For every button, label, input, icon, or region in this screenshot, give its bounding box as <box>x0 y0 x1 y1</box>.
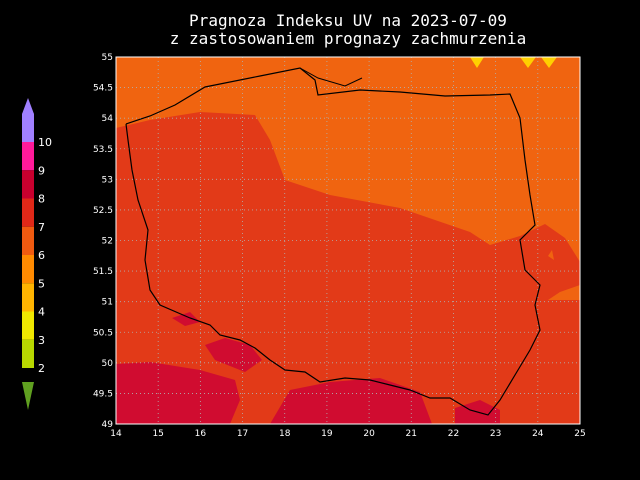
y-tick-label: 54.5 <box>93 84 113 94</box>
x-tick-label: 18 <box>279 429 291 439</box>
uv-zone-4 <box>470 57 484 68</box>
colorbar-label: 4 <box>38 306 45 319</box>
y-tick-label: 52.5 <box>93 206 113 216</box>
coast <box>299 67 363 87</box>
colorbar-segment <box>22 283 34 312</box>
colorbar-segment <box>22 255 34 284</box>
uv-zone-4 <box>520 57 536 68</box>
colorbar-bottom <box>22 382 34 410</box>
uv-zone-8 <box>172 312 200 326</box>
y-tick-label: 51 <box>102 298 113 308</box>
x-tick-label: 20 <box>363 429 375 439</box>
colorbar-label: 2 <box>38 362 45 375</box>
uv-zone-8 <box>116 362 240 424</box>
colorbar-label: 8 <box>38 193 45 206</box>
x-tick-label: 16 <box>195 429 207 439</box>
colorbar-top <box>22 98 34 114</box>
colorbar-segment <box>22 170 34 199</box>
colorbar-label: 10 <box>38 136 52 149</box>
y-tick-label: 55 <box>102 53 113 63</box>
y-tick-label: 53 <box>102 175 113 185</box>
border <box>125 67 541 416</box>
x-tick-label: 24 <box>532 429 544 439</box>
colorbar-segment <box>22 339 34 368</box>
colorbar-label: 6 <box>38 249 45 262</box>
map <box>115 56 581 425</box>
x-tick-label: 22 <box>448 429 459 439</box>
colorbar-segment <box>22 226 34 255</box>
colorbar-label: 3 <box>38 334 45 347</box>
uv-zone-6 <box>548 250 554 260</box>
y-tick-label: 49 <box>102 420 114 430</box>
colorbar-label: 5 <box>38 277 45 290</box>
x-tick-label: 15 <box>152 429 163 439</box>
x-tick-label: 25 <box>574 429 585 439</box>
colorbar: 10 9 8 7 6 5 4 3 2 <box>22 98 52 410</box>
colorbar-label: 9 <box>38 164 45 177</box>
y-tick-label: 54 <box>102 114 114 124</box>
x-tick-label: 17 <box>237 429 248 439</box>
x-tick-label: 14 <box>110 429 122 439</box>
y-tick-label: 50 <box>102 359 114 369</box>
title-line: z zastosowaniem prognazy zachmurzenia <box>170 29 526 48</box>
colorbar-segment <box>22 113 34 142</box>
map-frame <box>115 56 581 425</box>
y-tick-label: 51.5 <box>93 267 113 277</box>
uv-zone-8 <box>205 338 262 372</box>
x-tick-label: 19 <box>321 429 333 439</box>
colorbar-segment <box>22 142 34 171</box>
uv-zone-8 <box>270 378 432 424</box>
y-tick-label: 52 <box>102 237 113 247</box>
y-tick-label: 50.5 <box>93 328 113 338</box>
x-tick-label: 21 <box>406 429 417 439</box>
x-tick-label: 23 <box>490 429 501 439</box>
y-tick-label: 53.5 <box>93 145 113 155</box>
colorbar-segment <box>22 198 34 227</box>
colorbar-segment <box>22 311 34 340</box>
title-line: Pragnoza Indeksu UV na 2023-07-09 <box>189 11 507 30</box>
uv-zone-4 <box>541 57 557 68</box>
colorbar-label: 7 <box>38 221 45 234</box>
y-tick-label: 49.5 <box>93 389 113 399</box>
